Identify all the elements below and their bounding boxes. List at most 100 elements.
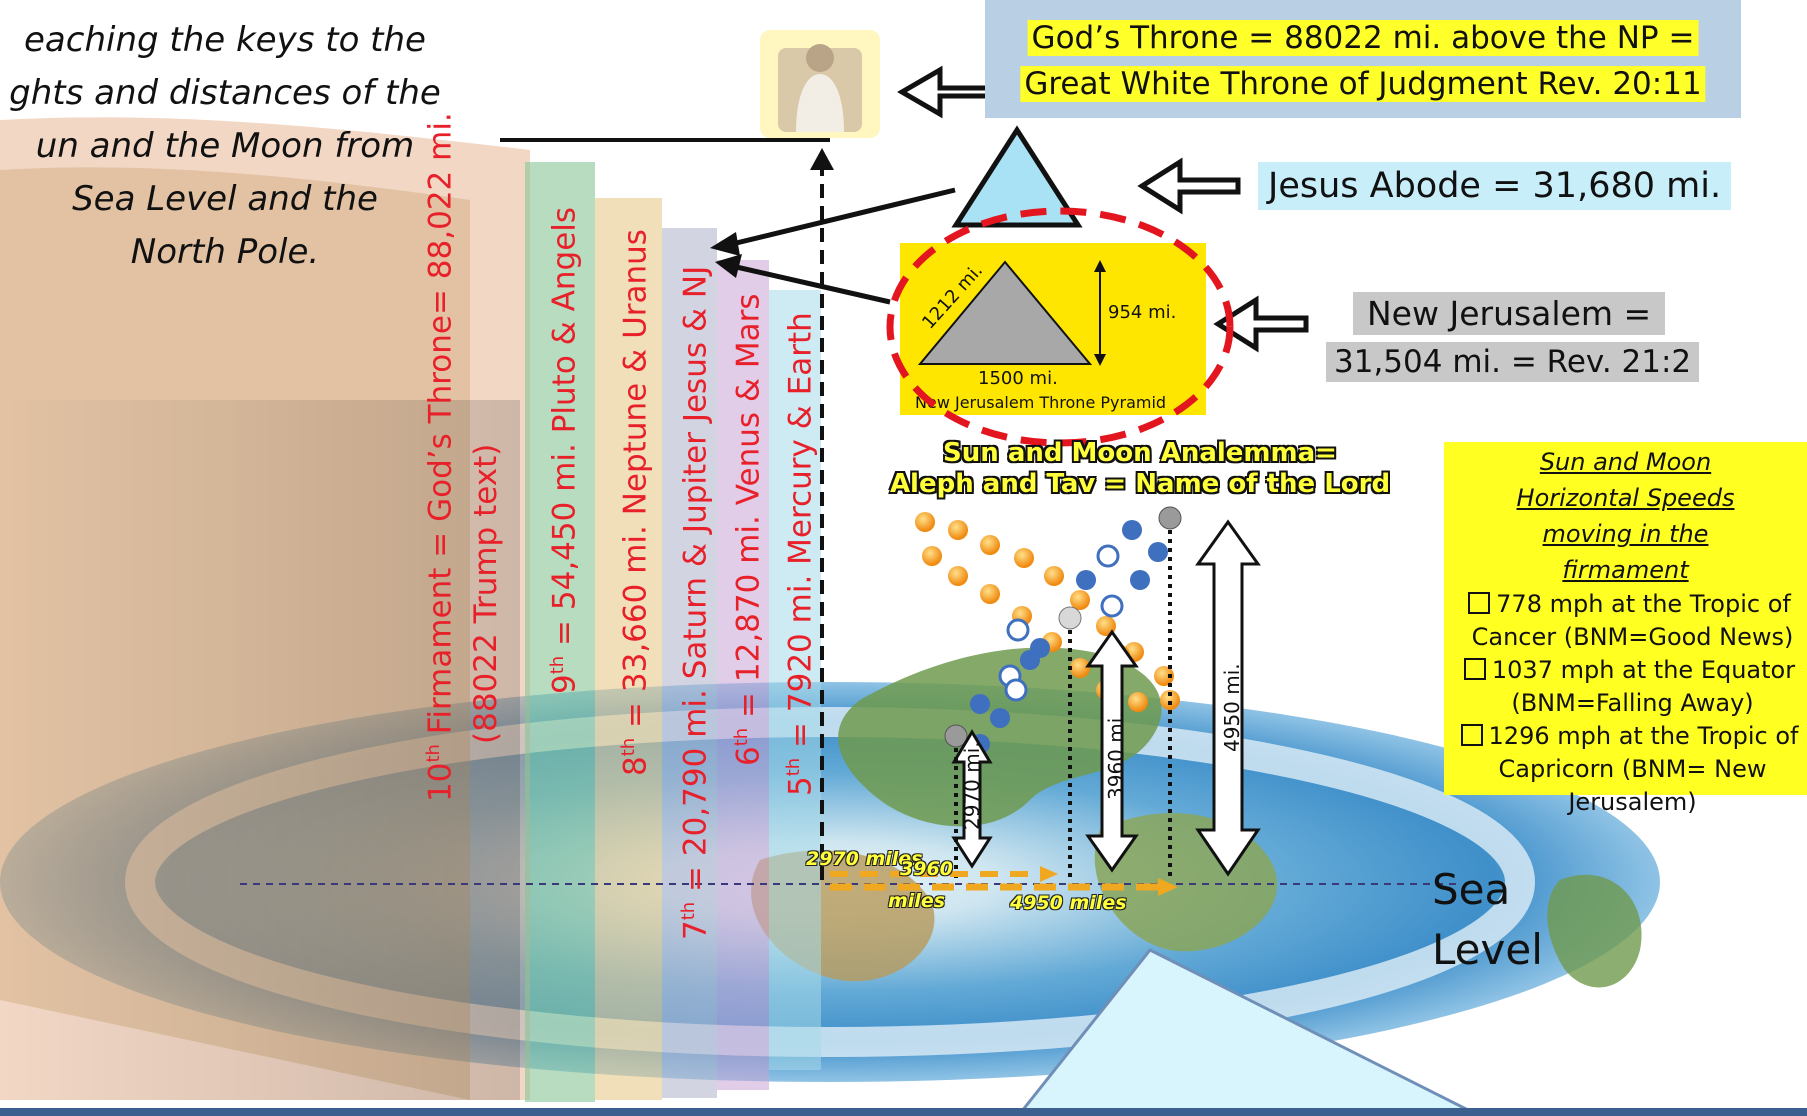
checkbox-icon bbox=[1463, 658, 1486, 680]
intro-line: ghts and distances of the bbox=[9, 73, 441, 113]
new-jerusalem-label-1: New Jerusalem = bbox=[1353, 292, 1666, 335]
pyramid-height-label: 954 mi. bbox=[1108, 302, 1176, 323]
intro-line: Sea Level and the bbox=[72, 179, 378, 219]
gods-throne-line-2: Great White Throne of Judgment Rev. 20:1… bbox=[1020, 66, 1706, 102]
height-label-3960: 3960 mi. bbox=[1104, 711, 1128, 800]
firmament-10-note: (88022 Trump text) bbox=[468, 444, 504, 744]
arrow-to-throne bbox=[897, 65, 999, 119]
sun-point bbox=[1154, 666, 1174, 686]
gods-throne-box: God’s Throne = 88022 mi. above the NP = … bbox=[985, 0, 1741, 118]
arrow-to-new-jerusalem bbox=[1213, 295, 1309, 353]
checkbox-icon bbox=[1468, 592, 1491, 614]
ordinal-number: 9 bbox=[546, 674, 583, 694]
speeds-heading: Sun and Moon Horizontal Speeds moving in… bbox=[1516, 448, 1735, 584]
analemma-line-2: Aleph and Tav = Name of the Lord bbox=[889, 469, 1391, 499]
moon-point bbox=[1006, 618, 1030, 642]
speed-text: 1037 mph at the Equator (BNM=Falling Awa… bbox=[1491, 656, 1796, 717]
gods-throne-line-1: God’s Throne = 88022 mi. above the NP = bbox=[1027, 20, 1699, 56]
moon-point bbox=[1122, 520, 1142, 540]
distance-label-3960-unit: miles bbox=[888, 890, 946, 912]
throne-figure-body bbox=[796, 74, 844, 132]
jesus-abode-label: Jesus Abode = 31,680 mi. bbox=[1258, 162, 1732, 210]
sea-level-line-2: Level bbox=[1432, 925, 1543, 974]
ordinal-number: 6 bbox=[730, 746, 767, 766]
pointer-arrow-1 bbox=[727, 187, 956, 248]
moon-point bbox=[1058, 606, 1082, 630]
sun-point bbox=[1014, 548, 1034, 568]
moon-point bbox=[1076, 570, 1096, 590]
moon-point bbox=[944, 724, 968, 748]
firmament-band-9 bbox=[525, 162, 595, 1102]
ordinal-suffix: th bbox=[731, 727, 752, 747]
intro-line: un and the Moon from bbox=[35, 126, 415, 166]
speed-text: 778 mph at the Tropic of Cancer (BNM=Goo… bbox=[1471, 590, 1794, 651]
distance-arrowhead bbox=[1158, 878, 1178, 896]
intro-caption: eaching the keys to the ghts and distanc… bbox=[0, 14, 460, 279]
ordinal-suffix: th bbox=[678, 901, 699, 921]
pointer-arrow-2 bbox=[731, 263, 891, 305]
firmament-10-label: 10th Firmament = God’s Throne= 88,022 mi… bbox=[416, 112, 458, 802]
moon-point bbox=[970, 694, 990, 714]
speed-text: 1296 mph at the Tropic of Capricorn (BNM… bbox=[1488, 722, 1799, 816]
firmament-band-8 bbox=[595, 198, 662, 1100]
bottom-bar bbox=[0, 1108, 1807, 1116]
sun-point bbox=[922, 546, 942, 566]
firmament-text: = 54,450 mi. Pluto & Angels bbox=[546, 206, 583, 656]
pointer-arrowhead-2 bbox=[715, 254, 742, 278]
moon-point bbox=[990, 708, 1010, 728]
distance-label-2970: 2970 miles bbox=[806, 848, 923, 870]
ordinal-number: 10 bbox=[422, 762, 459, 802]
firmament-band-5 bbox=[769, 290, 821, 1070]
intro-line: eaching the keys to the bbox=[24, 20, 426, 60]
sun-point bbox=[1070, 590, 1090, 610]
continent-shape bbox=[1547, 874, 1642, 988]
moon-point bbox=[1158, 506, 1182, 530]
moon-point bbox=[1096, 544, 1120, 568]
firmament-text: Firmament = God’s Throne= 88,022 mi. bbox=[422, 112, 459, 745]
ordinal-number: 5 bbox=[782, 776, 819, 796]
ordinal-suffix: th bbox=[618, 737, 639, 757]
jesus-abode-pyramid bbox=[951, 125, 1083, 228]
firmament-5-label: 5th = 7920 mi. Mercury & Earth bbox=[776, 312, 818, 796]
firmament-6-label: 6th = 12,870 mi. Venus & Mars bbox=[724, 293, 766, 766]
analemma-title: Sun and Moon Analemma= Aleph and Tav = N… bbox=[855, 438, 1425, 500]
firmament-text: = 20,790 mi. Saturn & Jupiter Jesus & NJ bbox=[677, 265, 714, 902]
speed-item: 778 mph at the Tropic of Cancer (BNM=Goo… bbox=[1444, 588, 1807, 654]
ordinal-number: 7 bbox=[677, 920, 714, 940]
ordinal-suffix: th bbox=[783, 757, 804, 777]
distance-label-3960: 3960 bbox=[900, 858, 953, 880]
distance-label-4950: 4950 miles bbox=[1010, 892, 1127, 914]
sun-point bbox=[980, 535, 1000, 555]
sun-point bbox=[948, 566, 968, 586]
band-shading bbox=[0, 400, 520, 1100]
pyramid-base-label: 1500 mi. bbox=[978, 368, 1058, 389]
moon-point bbox=[1148, 542, 1168, 562]
firmament-text: (88022 Trump text) bbox=[468, 443, 504, 744]
firmament-8-label: 8th = 33,660 mi. Neptune & Uranus bbox=[611, 229, 653, 776]
arrow-to-jesus-abode bbox=[1137, 157, 1241, 215]
height-arrow-3960 bbox=[1085, 629, 1139, 873]
height-arrow-4950 bbox=[1195, 519, 1261, 877]
checkbox-icon bbox=[1460, 724, 1483, 746]
moon-point bbox=[1020, 650, 1040, 670]
firmament-text: = 7920 mi. Mercury & Earth bbox=[782, 312, 819, 758]
continent-shape bbox=[838, 647, 1162, 827]
analemma-line-1: Sun and Moon Analemma= bbox=[943, 438, 1337, 468]
height-label-4950: 4950 mi. bbox=[1220, 663, 1244, 752]
firmament-band-7 bbox=[662, 228, 717, 1098]
pyramid-height-arrowtop bbox=[1094, 260, 1106, 272]
pointer-arrowhead-1 bbox=[710, 232, 740, 256]
pyramid-caption: New Jerusalem Throne Pyramid bbox=[915, 393, 1166, 412]
sun-point bbox=[1070, 658, 1090, 678]
sun-point bbox=[948, 520, 968, 540]
moon-point bbox=[1130, 570, 1150, 590]
speeds-box: Sun and Moon Horizontal Speeds moving in… bbox=[1444, 442, 1807, 816]
new-jerusalem-highlight-ring bbox=[886, 207, 1234, 447]
new-jerusalem-label-2: 31,504 mi. = Rev. 21:2 bbox=[1326, 342, 1700, 382]
new-jerusalem-pyramid bbox=[917, 260, 1093, 365]
firmament-text: = 12,870 mi. Venus & Mars bbox=[730, 293, 767, 728]
moon-point bbox=[1100, 594, 1124, 618]
throne-arrowhead bbox=[810, 148, 834, 170]
